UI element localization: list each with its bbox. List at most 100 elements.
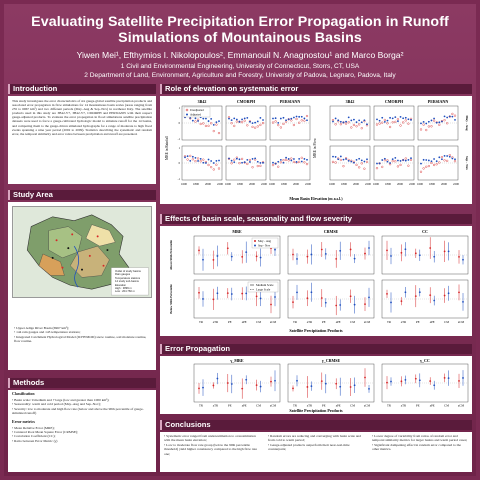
mean-marker xyxy=(270,380,272,383)
mean-marker xyxy=(462,300,464,303)
introduction-panel: This study investigates the error charac… xyxy=(8,96,156,184)
adjusted-point xyxy=(389,116,391,119)
x-tick-label: 1600 xyxy=(373,182,380,186)
x-tick-label: TR xyxy=(199,404,204,408)
unadjusted-point xyxy=(233,124,236,128)
x-tick-label: CM xyxy=(350,320,355,324)
adjusted-point xyxy=(272,161,274,164)
adjusted-point xyxy=(355,121,358,124)
adjusted-point xyxy=(274,117,277,120)
conclusions-header: Conclusions xyxy=(160,420,472,430)
unadjusted-point xyxy=(342,165,345,168)
mean-marker xyxy=(339,385,342,388)
conclusions-col-3: Lower degree of variability from ratios … xyxy=(368,432,472,454)
adjusted-point xyxy=(295,115,298,118)
y-tick-label: 1 xyxy=(179,147,181,150)
conclusions-col-2: Random errors are reducing and convergin… xyxy=(264,432,368,454)
adjusted-point xyxy=(358,119,361,122)
mean-marker xyxy=(443,294,446,297)
mean-marker xyxy=(404,291,407,294)
elevation-ylabel: MRE in Flow xyxy=(313,138,317,158)
adjusted-point xyxy=(199,157,202,160)
unadjusted-point xyxy=(381,165,384,169)
adjusted-point xyxy=(407,159,410,161)
mean-marker xyxy=(245,292,248,295)
adjusted-point xyxy=(394,116,397,119)
adjusted-point xyxy=(386,160,389,163)
adjusted-point xyxy=(443,115,446,118)
unadjusted-point xyxy=(383,118,386,122)
mean-marker xyxy=(390,255,392,257)
unadjusted-point xyxy=(274,120,277,123)
mean-marker xyxy=(433,384,436,387)
unadjusted-point xyxy=(215,163,218,166)
unadjusted-point xyxy=(261,122,265,125)
mean-marker xyxy=(230,255,233,258)
mean-marker xyxy=(216,377,219,380)
unadjusted-point xyxy=(360,162,363,165)
adjusted-point xyxy=(451,115,454,118)
adjusted-point xyxy=(347,159,350,162)
y-tick-label: 0 xyxy=(179,122,181,125)
mean-marker xyxy=(320,248,323,251)
adjusted-point xyxy=(342,158,345,161)
adjusted-point xyxy=(391,158,394,161)
x-tick-label: aCM xyxy=(364,404,370,408)
basin-row-label: Below 90th Percentile xyxy=(169,284,173,314)
propagation-xlabel: Satellite Precipitation Products xyxy=(289,408,343,413)
unadjusted-point xyxy=(199,160,202,163)
mean-marker xyxy=(349,386,352,388)
mean-marker xyxy=(368,247,370,249)
x-tick-label: 1600 xyxy=(417,182,424,186)
adjusted-point xyxy=(446,116,449,119)
x-tick-label: 1800 xyxy=(281,182,288,186)
x-tick-label: TR xyxy=(387,320,392,324)
unadjusted-point xyxy=(425,165,428,168)
adjusted-point xyxy=(347,116,350,119)
map-legend-item: 14 study sub-basins xyxy=(115,280,139,284)
adjusted-point xyxy=(243,161,246,164)
adjusted-point xyxy=(298,115,301,118)
error-metric-bullet: Mean Relative Error (MRE); xyxy=(12,426,152,430)
unadjusted-point xyxy=(196,157,200,160)
x-tick-label: 1800 xyxy=(429,182,436,186)
unadjusted-point xyxy=(399,163,402,167)
basin-scale-header: Effects of basin scale, seasonality and … xyxy=(160,214,472,224)
unadjusted-point xyxy=(292,123,296,127)
adjusted-point xyxy=(443,154,446,157)
x-tick-label: aTR xyxy=(213,320,219,324)
unadjusted-point xyxy=(305,163,309,166)
mean-marker xyxy=(306,386,309,388)
x-tick-label: TR xyxy=(293,320,298,324)
elevation-panel-title: 3B42 xyxy=(198,99,207,104)
classification-bullet: Seasonality: warm and cold period (May–A… xyxy=(12,402,152,406)
x-tick-label: 2200 xyxy=(365,182,372,186)
unadjusted-point xyxy=(443,119,446,122)
adjusted-point xyxy=(238,158,241,161)
adjusted-point xyxy=(342,121,345,124)
error-metric-bullet: Ratio between Error Metric (γ) xyxy=(12,439,152,443)
x-tick-label: PE xyxy=(228,320,232,324)
adjusted-point xyxy=(383,157,386,160)
adjusted-point xyxy=(402,159,405,161)
basin-scale-panel: MRE TR aTR PE aPE CM aCM CRMSE TR aTR PE aPE CM aCM CC… xyxy=(160,226,472,336)
adjusted-point xyxy=(300,160,303,163)
unadjusted-point xyxy=(334,161,337,164)
mean-marker xyxy=(339,304,342,306)
y-tick-label: 1 xyxy=(179,107,181,110)
mean-marker xyxy=(274,296,276,298)
adjusted-point xyxy=(298,157,301,160)
x-tick-label: CM xyxy=(256,320,261,324)
adjusted-point xyxy=(210,160,213,162)
unadjusted-point xyxy=(402,121,405,124)
unadjusted-point xyxy=(396,165,400,168)
mean-marker xyxy=(310,291,313,294)
adjusted-point xyxy=(438,121,441,124)
unadjusted-point xyxy=(292,160,296,163)
unadjusted-point xyxy=(425,128,428,132)
adjusted-point xyxy=(454,118,456,121)
unadjusted-point xyxy=(375,123,379,126)
unadjusted-point xyxy=(282,159,285,162)
study-area-bullet: Integrated Catchment Hydrological Model … xyxy=(14,335,150,344)
unadjusted-point xyxy=(248,158,252,162)
